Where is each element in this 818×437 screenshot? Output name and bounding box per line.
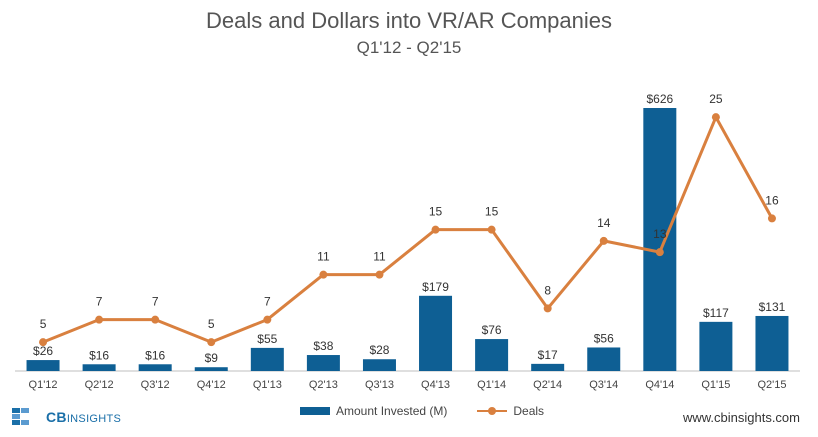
bar-data-label: $56: [594, 331, 614, 345]
chart-subtitle: Q1'12 - Q2'15: [356, 38, 462, 57]
deals-data-label: 13: [653, 227, 667, 241]
legend-line-swatch: [477, 407, 508, 415]
deals-data-label: 15: [429, 205, 443, 219]
bar-data-label: $26: [33, 344, 53, 358]
deals-point: [599, 236, 608, 245]
x-tick-label: Q4'14: [645, 379, 674, 391]
x-tick-label: Q2'12: [85, 379, 114, 391]
deals-data-label: 15: [485, 205, 499, 219]
chart-title: Deals and Dollars into VR/AR Companies: [206, 8, 612, 33]
bar-amount: [306, 355, 340, 371]
x-tick-label: Q2'15: [757, 379, 786, 391]
bar-data-label: $179: [422, 280, 449, 294]
legend-bar-label: Amount Invested (M): [336, 404, 448, 418]
deals-data-label: 7: [264, 295, 271, 309]
x-tick-label: Q4'13: [421, 379, 450, 391]
bar-amount: [138, 364, 172, 371]
x-tick-label: Q2'14: [533, 379, 562, 391]
deals-line: [42, 115, 774, 344]
deals-data-label: 16: [765, 193, 779, 207]
x-tick-label: Q3'14: [589, 379, 618, 391]
bar-amount: [587, 347, 621, 371]
cb-insights-logo: CBINSIGHTS: [12, 408, 121, 426]
deals-data-label: 7: [96, 295, 103, 309]
x-tick-label: Q2'13: [309, 379, 338, 391]
bar-data-label: $626: [646, 92, 673, 106]
bar-data-label: $16: [145, 348, 165, 362]
deals-point: [431, 225, 440, 234]
deals-data-label: 25: [709, 92, 723, 106]
bar-amount: [26, 360, 60, 371]
bar-amount: [643, 108, 677, 371]
bar-data-label: $9: [205, 351, 219, 365]
bar-amount: [82, 364, 116, 371]
bar-data-label: $55: [257, 332, 277, 346]
x-tick-label: Q4'12: [197, 379, 226, 391]
bar-data-label: $131: [759, 300, 786, 314]
deals-point: [207, 338, 216, 347]
bar-amount: [531, 363, 565, 371]
deals-point: [767, 214, 776, 223]
legend-bar-swatch: [300, 407, 330, 415]
deals-point: [39, 338, 48, 347]
deals-data-label: 11: [373, 250, 386, 264]
legend-line-label: Deals: [513, 404, 545, 418]
bar-data-label: $16: [89, 348, 109, 362]
bar-amount: [755, 315, 789, 371]
deals-point: [263, 315, 272, 324]
deals-point: [655, 248, 664, 257]
bar-amount: [419, 295, 453, 371]
deals-data-label: 5: [208, 317, 215, 331]
deals-point: [151, 315, 160, 324]
deals-point: [95, 315, 104, 324]
bar-amount: [194, 367, 228, 371]
bar-data-label: $17: [538, 348, 558, 362]
bar-data-label: $76: [482, 323, 502, 337]
deals-data-label: 11: [317, 250, 330, 264]
deals-data-label: 8: [544, 283, 551, 297]
x-tick-label: Q1'13: [253, 379, 282, 391]
deals-point: [319, 270, 328, 279]
deals-data-label: 14: [597, 216, 611, 230]
x-tick-label: Q1'12: [29, 379, 58, 391]
bar-amount: [362, 359, 396, 371]
bar-data-label: $117: [703, 306, 729, 320]
logo-text: CBINSIGHTS: [46, 409, 122, 425]
chart-legend: Amount Invested (M) Deals: [300, 404, 544, 418]
bar-data-label: $38: [313, 339, 333, 353]
deals-point: [711, 113, 720, 122]
deals-data-label: 5: [40, 317, 47, 331]
x-tick-label: Q1'15: [701, 379, 730, 391]
deals-point: [487, 225, 496, 234]
bar-amount: [475, 339, 509, 371]
bar-amount: [699, 321, 733, 371]
deals-point: [543, 304, 552, 313]
bar-amount: [250, 347, 284, 371]
deals-data-label: 7: [152, 295, 159, 309]
deals-point: [375, 270, 384, 279]
website-url: www.cbinsights.com: [682, 410, 800, 425]
bar-data-label: $28: [369, 343, 389, 357]
cb-logo-icon: [12, 408, 29, 425]
x-tick-label: Q3'12: [141, 379, 170, 391]
x-tick-label: Q1'14: [477, 379, 506, 391]
x-tick-label: Q3'13: [365, 379, 394, 391]
